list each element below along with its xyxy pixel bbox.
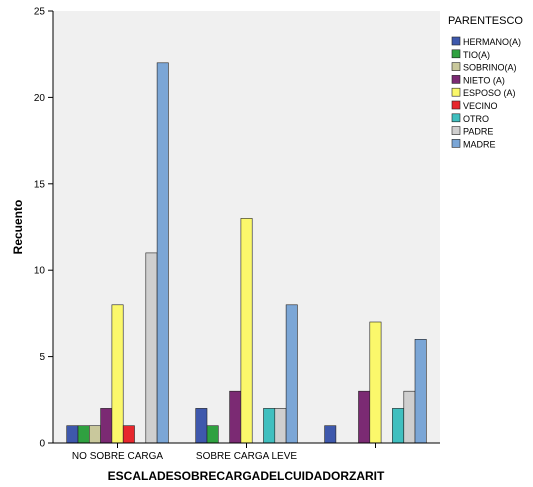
- bar: [263, 408, 276, 444]
- bar: [122, 425, 135, 444]
- legend-label: NIETO (A): [463, 75, 505, 85]
- bar: [156, 62, 169, 444]
- legend-swatch: [451, 87, 461, 97]
- y-ticks-group: 0 5 10 15 20 25: [34, 7, 53, 450]
- bar: [145, 252, 158, 444]
- bar: [229, 390, 242, 444]
- bar: [77, 425, 90, 444]
- legend-label: HERMANO(A): [463, 37, 521, 47]
- bar: [369, 321, 382, 444]
- x-ticks-group: NO SOBRE CARGA SOBRE CARGA LEVE: [72, 443, 376, 462]
- legend-swatch: [451, 126, 461, 135]
- legend-label: TIO(A): [463, 50, 490, 60]
- legend-label: SOBRINO(A): [463, 63, 517, 73]
- y-tick-label: 20: [34, 93, 46, 104]
- bar: [414, 338, 427, 444]
- legend: HERMANO(A) TIO(A) SOBRINO(A) NIETO (A) ESPOS…: [451, 36, 521, 149]
- legend-swatch: [451, 75, 461, 84]
- y-tick-label: 5: [39, 352, 45, 363]
- legend-swatch: [451, 100, 461, 110]
- legend-swatch: [451, 113, 461, 123]
- bar: [274, 408, 287, 444]
- legend-title: PARENTESCO: [448, 15, 523, 27]
- bar: [111, 304, 124, 444]
- bar: [324, 425, 337, 444]
- legend-swatch: [451, 49, 461, 59]
- bar: [392, 408, 404, 444]
- legend-label: MADRE: [463, 139, 496, 149]
- legend-label: VECINO: [463, 101, 498, 111]
- legend-label: ESPOSO (A): [463, 88, 516, 98]
- legend-label: OTRO: [463, 114, 489, 124]
- bar: [100, 408, 113, 444]
- legend-swatch: [451, 62, 461, 71]
- bar: [66, 425, 79, 444]
- bar: [358, 390, 371, 444]
- x-axis-title: ESCALADESOBRECARGADELCUIDADORZARIT: [108, 469, 385, 483]
- x-tick-label: SOBRE CARGA LEVE: [196, 451, 297, 462]
- y-axis-title: Recuento: [11, 200, 25, 255]
- bar: [240, 218, 253, 444]
- bar: [195, 408, 208, 444]
- legend-label: PADRE: [463, 127, 493, 137]
- y-tick-label: 15: [34, 179, 46, 190]
- y-tick-label: 10: [34, 266, 46, 277]
- legend-swatch: [451, 139, 461, 148]
- y-tick-label: 25: [34, 7, 46, 18]
- x-tick-label: NO SOBRE CARGA: [72, 451, 163, 462]
- bar: [89, 425, 101, 444]
- bar: [206, 425, 219, 444]
- bar: [403, 390, 416, 444]
- legend-swatch: [451, 36, 461, 46]
- bar: [285, 304, 298, 444]
- y-tick-label: 0: [39, 439, 45, 450]
